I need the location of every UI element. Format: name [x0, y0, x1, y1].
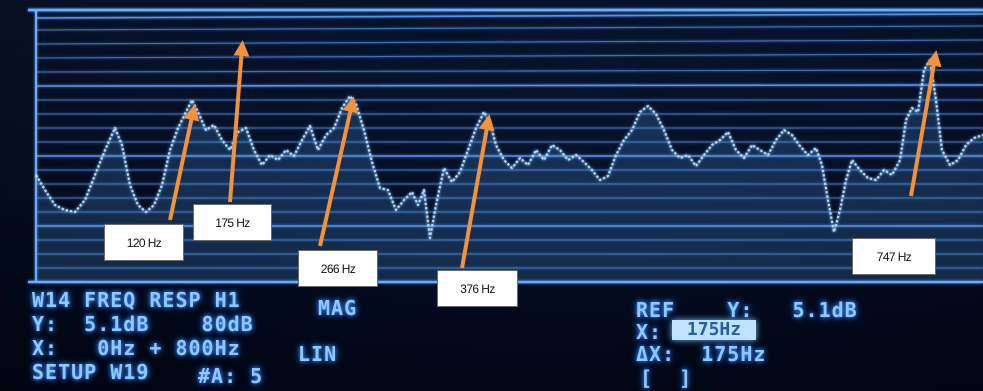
arrow-266hz [318, 96, 359, 247]
annotation-arrows [168, 40, 942, 269]
readout-line-1: W14 FREQ RESP H1 [32, 288, 241, 312]
readout-averages: #A: 5 [198, 364, 264, 388]
label-747hz: 747 Hz [852, 238, 936, 275]
arrow-120hz [168, 104, 200, 221]
ref-brackets: [ ] [640, 366, 693, 390]
readout-mag: MAG [318, 296, 358, 320]
ref-x-label: X: [636, 320, 663, 344]
arrow-747hz [909, 50, 942, 197]
ref-delta-x: ΔX: 175Hz [636, 342, 767, 366]
frequency-response-trace [35, 58, 983, 240]
readout-line-3: X: 0Hz + 800Hz [32, 336, 241, 360]
grid-line [35, 39, 983, 45]
readout-line-2: Y: 5.1dB 80dB [32, 312, 254, 336]
readout-line-4: SETUP W19 [32, 360, 150, 384]
readout-lin: LIN [298, 342, 338, 366]
ref-line-1: REF Y: 5.1dB [636, 298, 858, 322]
label-376hz: 376 Hz [437, 270, 518, 307]
arrow-376hz [460, 114, 495, 269]
grid-line [35, 84, 983, 87]
label-120hz: 120 Hz [104, 224, 184, 261]
label-266hz: 266 Hz [298, 250, 378, 287]
grid-line [35, 69, 983, 73]
ref-x-value-highlight: 175Hz [672, 320, 756, 340]
grid-line [35, 53, 983, 59]
grid-line [35, 25, 983, 31]
arrow-175hz [228, 40, 250, 203]
label-175hz: 175 Hz [193, 204, 272, 241]
response-trace-fill [36, 60, 983, 282]
grid-line [35, 13, 983, 19]
